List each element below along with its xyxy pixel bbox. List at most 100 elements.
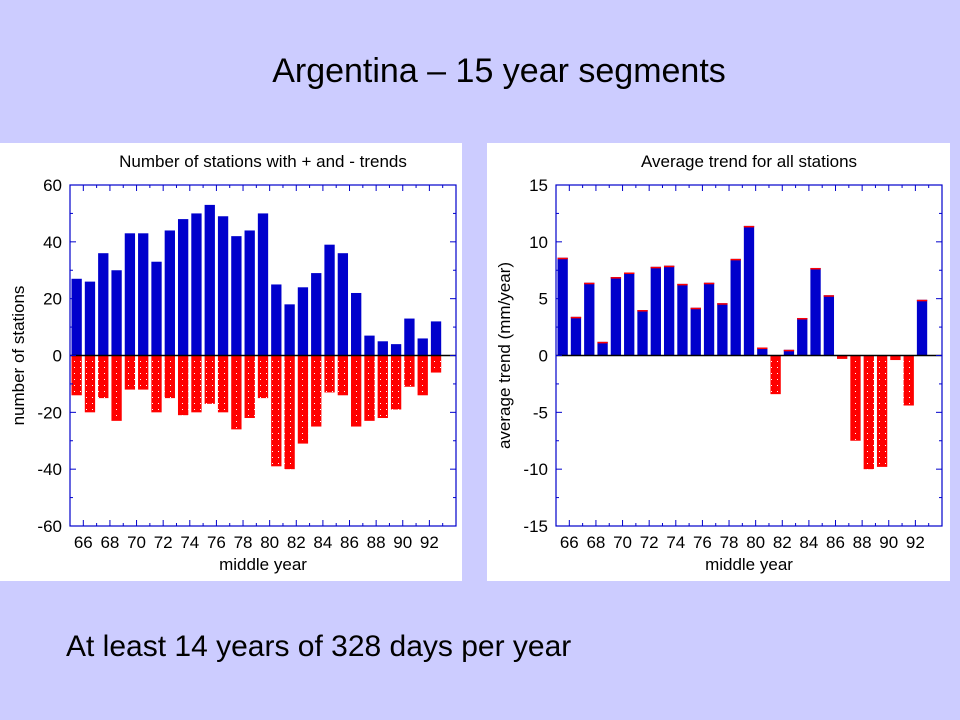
bar-cap <box>597 341 608 344</box>
bar-positive <box>730 258 741 356</box>
bar-positive <box>810 267 821 356</box>
bar-positive <box>783 349 795 356</box>
y-tick-label: 0 <box>53 347 62 366</box>
chart-title: Number of stations with + and - trends <box>119 152 407 171</box>
bar-negative <box>177 355 189 416</box>
x-tick-label: 78 <box>720 533 739 552</box>
bar-cap <box>624 272 635 275</box>
bar-negative <box>903 355 914 406</box>
bar-positive <box>703 282 715 356</box>
x-tick-label: 90 <box>393 533 412 552</box>
y-tick-label: -15 <box>523 517 548 536</box>
y-tick-label: 10 <box>529 233 548 252</box>
bar-negative <box>204 355 215 404</box>
bar-negative <box>231 355 242 430</box>
bar-negative <box>84 355 96 413</box>
x-tick-label: 84 <box>313 533 332 552</box>
chart-average-trend: Average trend for all stations 15 10 5 0 -5 -1… <box>495 152 943 574</box>
x-tick-label: 88 <box>853 533 872 552</box>
bar-negative <box>71 355 82 396</box>
bar-negative <box>191 355 202 413</box>
bar-positive <box>557 257 568 356</box>
bar-negative <box>417 355 428 396</box>
bar-cap <box>650 266 661 269</box>
x-tick-label: 92 <box>420 533 439 552</box>
bar-positive <box>244 230 255 356</box>
bar-cap <box>916 299 928 302</box>
bar-cap <box>584 282 595 285</box>
x-tick-label: 72 <box>154 533 173 552</box>
y-tick-label: 0 <box>539 347 548 366</box>
y-tick-label: -5 <box>533 403 548 422</box>
bar-positive <box>390 344 402 356</box>
bar-positive <box>677 283 688 356</box>
bar-negative <box>770 355 781 395</box>
bar-negative <box>377 355 388 419</box>
bar-positive <box>111 270 122 356</box>
bar-positive <box>650 266 661 356</box>
bar-negative <box>430 355 442 373</box>
bar-positive <box>138 233 149 356</box>
bar-positive <box>570 316 582 356</box>
y-tick-label: -20 <box>37 403 62 422</box>
bar-cap <box>757 347 768 350</box>
x-tick-label: 74 <box>180 533 199 552</box>
x-tick-label: 76 <box>207 533 226 552</box>
bar-negative <box>297 355 309 444</box>
bar-positive <box>717 303 728 356</box>
bar-cap <box>610 277 622 279</box>
bar-negative <box>244 355 255 419</box>
y-tick-label: -40 <box>37 460 62 479</box>
bar-positive <box>191 213 202 356</box>
x-tick-label: 70 <box>127 533 146 552</box>
bar-cap <box>823 295 835 297</box>
bar-cap <box>677 283 688 286</box>
y-tick-label: 60 <box>43 176 62 195</box>
y-tick-label: -10 <box>523 460 548 479</box>
bar-cap <box>717 303 728 305</box>
x-tick-label: 80 <box>746 533 765 552</box>
bar-positive <box>690 307 701 356</box>
bar-negative <box>257 355 269 399</box>
bar-positive <box>177 219 189 356</box>
bar-negative <box>111 355 122 421</box>
bar-cap <box>783 349 795 352</box>
bar-positive <box>71 278 82 356</box>
x-tick-label: 74 <box>666 533 685 552</box>
bar-positive <box>204 204 215 356</box>
bar-negative <box>284 355 295 470</box>
bar-positive <box>663 265 675 356</box>
bar-negative <box>124 355 136 390</box>
bar-positive <box>624 272 635 356</box>
bar-positive <box>257 213 269 356</box>
footer-note: At least 14 years of 328 days per year <box>66 630 572 663</box>
bar-positive <box>124 233 136 356</box>
bar-cap <box>797 317 808 320</box>
bar-positive <box>231 236 242 356</box>
x-tick-label: 72 <box>640 533 659 552</box>
bar-positive <box>151 261 162 356</box>
bar-positive <box>364 335 375 356</box>
bar-negative <box>98 355 109 399</box>
bar-positive <box>164 230 175 356</box>
bar-positive <box>743 225 755 356</box>
bar-cap <box>637 310 648 312</box>
x-tick-label: 90 <box>879 533 898 552</box>
bar-positive <box>271 284 282 356</box>
x-tick-label: 70 <box>613 533 632 552</box>
x-tick-label: 68 <box>100 533 119 552</box>
bar-positive <box>84 281 96 356</box>
x-tick-label: 86 <box>340 533 359 552</box>
x-tick-label: 78 <box>234 533 253 552</box>
y-tick-label: -60 <box>37 517 62 536</box>
bar-positive <box>404 318 415 356</box>
bar-positive <box>584 282 595 356</box>
bar-positive <box>823 295 835 356</box>
x-axis-label: middle year <box>219 555 307 574</box>
x-tick-label: 86 <box>826 533 845 552</box>
x-tick-label: 76 <box>693 533 712 552</box>
slide-title: Argentina – 15 year segments <box>272 52 726 90</box>
x-tick-label: 88 <box>367 533 386 552</box>
x-axis-label: middle year <box>705 555 793 574</box>
bar-negative <box>151 355 162 413</box>
